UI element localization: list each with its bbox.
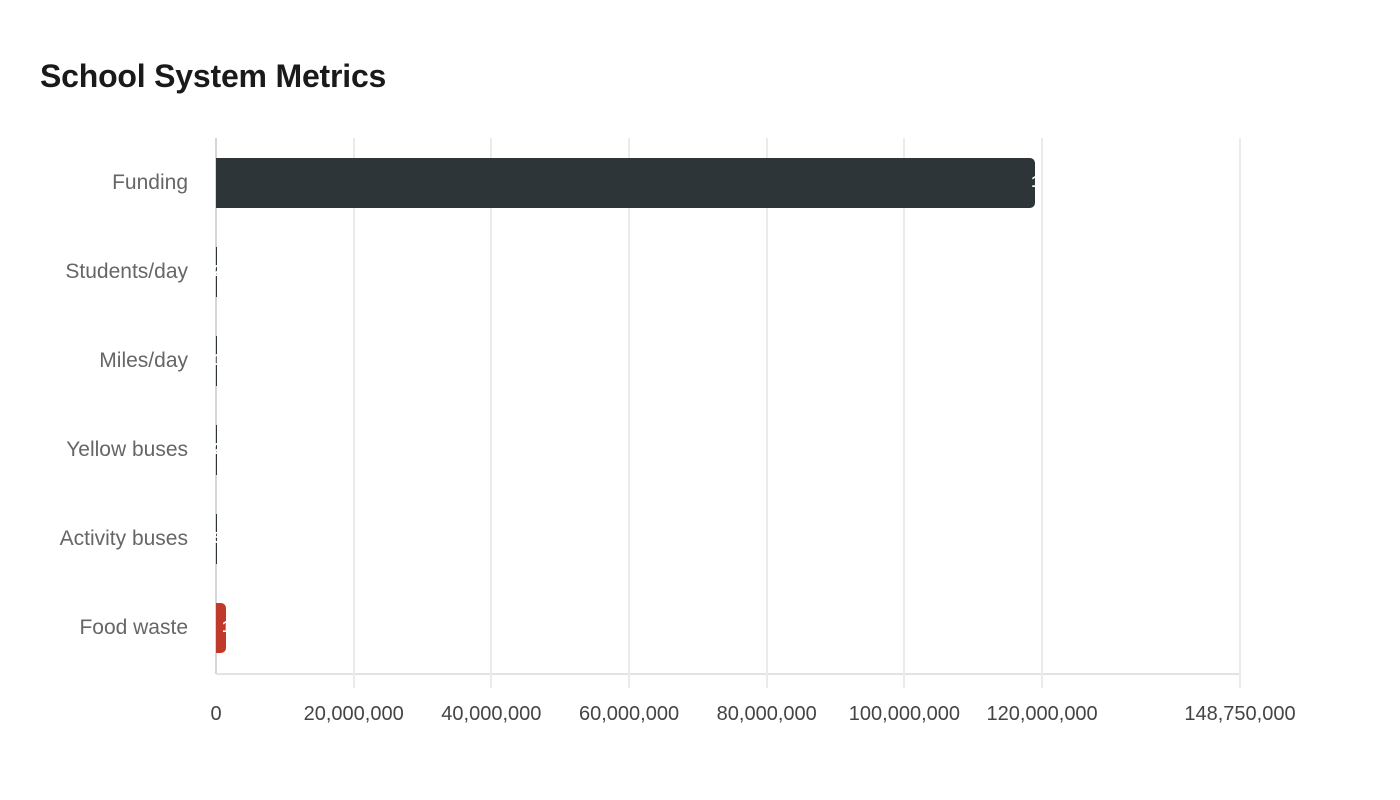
- bar-activity-buses[interactable]: [216, 514, 217, 564]
- bar-miles-day[interactable]: [216, 336, 217, 386]
- category-label: Food waste: [79, 616, 188, 639]
- bar-funding[interactable]: [216, 158, 1036, 208]
- category-label: Yellow buses: [66, 438, 188, 461]
- y-axis-line: [215, 138, 217, 674]
- x-tick-label: 60,000,000: [578, 703, 680, 725]
- bar-value-label: 1,450,000: [221, 619, 294, 636]
- bar-value-label: 10,000: [213, 352, 262, 369]
- bar-value-label: 119,000,000: [1031, 174, 1120, 191]
- gridline: [1239, 138, 1241, 688]
- x-tick-label: 120,000,000: [986, 703, 1098, 725]
- bar-food-waste[interactable]: [216, 603, 226, 653]
- x-tick-label: 40,000,000: [441, 703, 542, 725]
- gridline: [352, 138, 355, 688]
- bar-value-label: 20,000: [213, 263, 262, 280]
- category-label: Students/day: [65, 260, 188, 283]
- bar-yellow-buses[interactable]: [216, 425, 217, 475]
- bar-value-label: 200: [213, 441, 240, 458]
- x-tick-label: 20,000,000: [303, 703, 404, 725]
- x-tick-label: 148,750,000: [1184, 703, 1296, 725]
- chart-title: School System Metrics: [40, 58, 387, 94]
- x-axis-line: [216, 673, 1241, 675]
- category-label: Funding: [112, 171, 188, 194]
- gridline: [490, 138, 493, 688]
- category-label: Activity buses: [59, 527, 188, 550]
- bar-students-day[interactable]: [216, 247, 217, 297]
- x-tick-label: 100,000,000: [848, 703, 961, 725]
- gridline: [1041, 138, 1044, 688]
- category-label: Miles/day: [99, 349, 188, 372]
- bar-value-label: 50: [213, 530, 231, 547]
- gridline: [765, 138, 768, 688]
- x-tick-label: 80,000,000: [716, 703, 817, 725]
- gridline: [628, 138, 631, 688]
- x-tick-label: 0: [210, 703, 222, 725]
- gridline: [903, 138, 906, 688]
